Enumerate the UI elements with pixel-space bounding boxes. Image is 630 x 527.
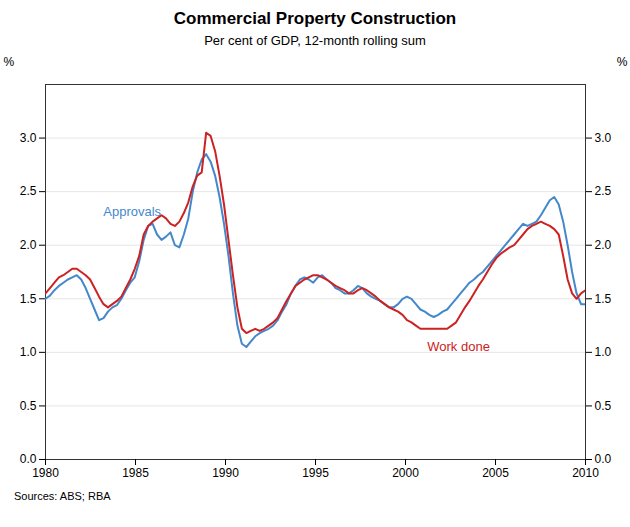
html-text:Sources: ABS; RBA: Sources: ABS; RBA [14, 490, 111, 502]
svg-text:1990: 1990 [212, 466, 239, 480]
html-text:Commercial Property Constructi: Commercial Property Construction [173, 9, 457, 28]
html-text:Per cent of GDP, 12-month roll: Per cent of GDP, 12-month rolling sum [204, 33, 426, 48]
svg-text:2.0: 2.0 [20, 238, 37, 252]
svg-text:1980: 1980 [32, 466, 59, 480]
svg-text:2.0: 2.0 [595, 238, 612, 252]
svg-text:2005: 2005 [482, 466, 509, 480]
svg-text:2010: 2010 [572, 466, 599, 480]
svg-text:1985: 1985 [122, 466, 149, 480]
svg-text:1.5: 1.5 [595, 292, 612, 306]
svg-text:%: % [617, 55, 628, 69]
svg-text:0.0: 0.0 [20, 452, 37, 466]
svg-text:3.0: 3.0 [20, 131, 37, 145]
svg-text:1995: 1995 [302, 466, 329, 480]
svg-text:Work done: Work done [427, 339, 490, 354]
svg-text:2.5: 2.5 [595, 184, 612, 198]
svg-text:1.0: 1.0 [20, 345, 37, 359]
svg-text:3.0: 3.0 [595, 131, 612, 145]
svg-text:0.5: 0.5 [595, 399, 612, 413]
svg-text:0.0: 0.0 [595, 452, 612, 466]
svg-text:%: % [4, 55, 15, 69]
svg-text:2000: 2000 [392, 466, 419, 480]
svg-text:0.5: 0.5 [20, 399, 37, 413]
svg-text:1.5: 1.5 [20, 292, 37, 306]
svg-text:Approvals: Approvals [103, 204, 161, 219]
svg-text:1.0: 1.0 [595, 345, 612, 359]
svg-text:2.5: 2.5 [20, 184, 37, 198]
